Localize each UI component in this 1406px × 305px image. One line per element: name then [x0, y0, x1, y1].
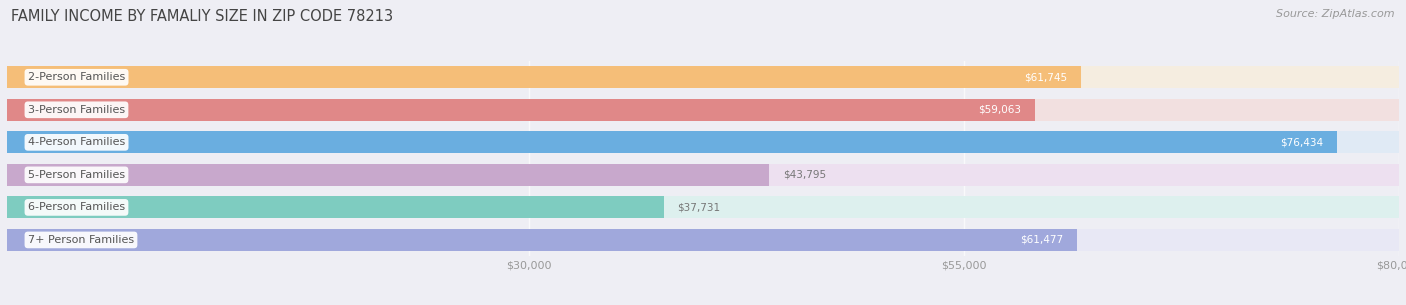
- Text: 5-Person Families: 5-Person Families: [28, 170, 125, 180]
- Bar: [7, 196, 1399, 218]
- Bar: [7, 131, 1337, 153]
- Bar: [7, 99, 1035, 121]
- Bar: [7, 196, 664, 218]
- Text: 3-Person Families: 3-Person Families: [28, 105, 125, 115]
- Bar: [7, 66, 1399, 88]
- Bar: [7, 229, 1077, 251]
- Text: $76,434: $76,434: [1279, 137, 1323, 147]
- Bar: [7, 66, 1081, 88]
- Text: $43,795: $43,795: [783, 170, 827, 180]
- Text: $37,731: $37,731: [678, 203, 720, 212]
- Text: FAMILY INCOME BY FAMALIY SIZE IN ZIP CODE 78213: FAMILY INCOME BY FAMALIY SIZE IN ZIP COD…: [11, 9, 394, 24]
- Text: 7+ Person Families: 7+ Person Families: [28, 235, 134, 245]
- Text: $61,745: $61,745: [1025, 72, 1067, 82]
- Bar: [7, 99, 1399, 121]
- Text: 6-Person Families: 6-Person Families: [28, 203, 125, 212]
- Text: Source: ZipAtlas.com: Source: ZipAtlas.com: [1277, 9, 1395, 19]
- Text: $61,477: $61,477: [1019, 235, 1063, 245]
- Bar: [7, 164, 1399, 186]
- Bar: [7, 131, 1399, 153]
- Bar: [7, 229, 1399, 251]
- Text: 4-Person Families: 4-Person Families: [28, 137, 125, 147]
- Text: $59,063: $59,063: [977, 105, 1021, 115]
- Text: 2-Person Families: 2-Person Families: [28, 72, 125, 82]
- Bar: [7, 164, 769, 186]
